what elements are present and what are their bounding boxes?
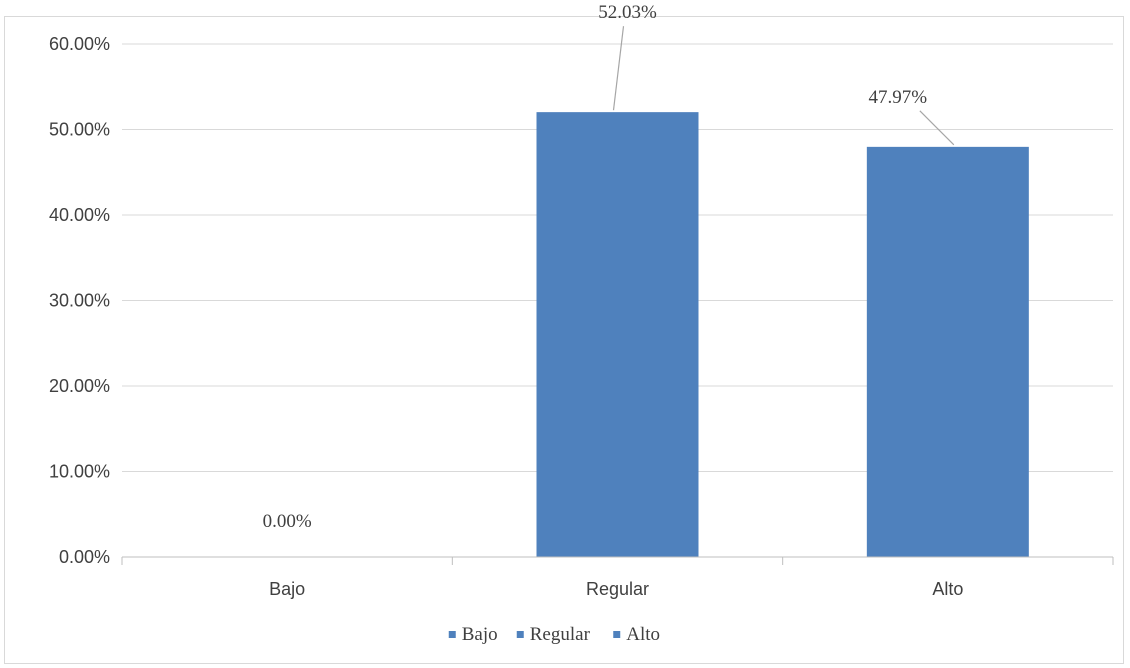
- data-label-leader-line: [919, 110, 955, 146]
- y-tick-label: 30.00%: [49, 291, 110, 311]
- y-axis-tick-labels: 0.00% 10.00% 20.00% 30.00% 40.00% 50.00% 60.00…: [49, 34, 110, 567]
- bar-regular: [536, 112, 699, 558]
- y-tick-label: 0.00%: [59, 547, 110, 567]
- legend-entry: Alto: [626, 624, 660, 645]
- data-labels: 0.00% 52.03% 47.97%: [263, 2, 955, 532]
- data-label: 47.97%: [869, 87, 928, 108]
- y-tick-label: 10.00%: [49, 462, 110, 482]
- legend-entry: Regular: [530, 624, 591, 645]
- legend-swatch: [613, 631, 621, 638]
- legend-swatch: [516, 631, 524, 638]
- y-tick-label: 20.00%: [49, 376, 110, 396]
- x-category-label: Regular: [586, 579, 649, 599]
- x-category-label: Bajo: [269, 579, 305, 599]
- legend-entry: Bajo: [462, 624, 498, 645]
- data-label-leader-line: [612, 26, 625, 111]
- x-category-label: Alto: [932, 579, 963, 599]
- legend-swatch: [448, 631, 456, 638]
- bars: [536, 112, 1029, 558]
- x-axis: Bajo Regular Alto: [121, 556, 1114, 599]
- data-label: 0.00%: [263, 511, 312, 532]
- bar-alto: [866, 146, 1029, 557]
- y-tick-label: 60.00%: [49, 34, 110, 54]
- legend: Bajo Regular Alto: [448, 624, 660, 645]
- y-tick-label: 50.00%: [49, 120, 110, 140]
- data-label: 52.03%: [598, 2, 657, 23]
- y-tick-label: 40.00%: [49, 205, 110, 225]
